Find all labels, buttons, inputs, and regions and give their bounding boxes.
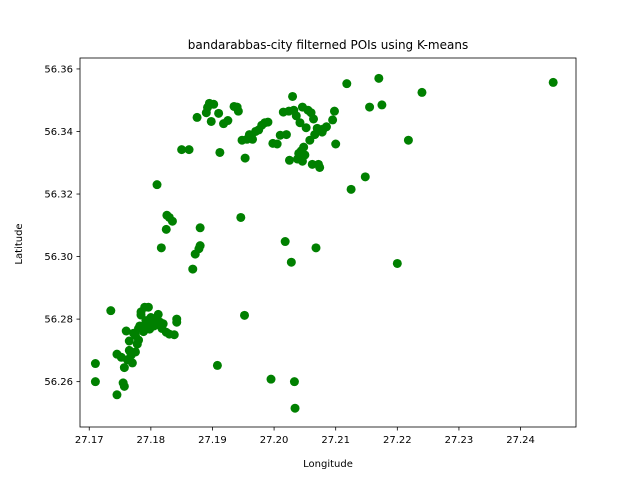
data-point [290, 403, 300, 413]
data-point [90, 359, 100, 369]
data-point [152, 180, 162, 190]
data-point [184, 145, 194, 155]
y-axis-label: Latitude [14, 223, 25, 264]
x-tick-label: 27.19 [198, 435, 227, 446]
data-point [377, 100, 387, 110]
data-point [209, 99, 219, 109]
data-point [342, 79, 352, 89]
data-point [167, 216, 177, 226]
data-point [223, 116, 233, 126]
data-point [236, 212, 246, 222]
data-point [119, 381, 129, 391]
data-point [124, 336, 134, 346]
chart-title: bandarabbas-city filterned POIs using K-… [188, 38, 468, 52]
data-point [177, 145, 187, 155]
x-tick-label: 27.23 [445, 435, 474, 446]
data-point [156, 243, 166, 253]
x-axis-label: Longitude [303, 459, 353, 470]
data-point [309, 114, 319, 124]
x-tick-label: 27.17 [75, 435, 104, 446]
data-point [130, 347, 140, 357]
data-point [195, 241, 205, 251]
x-tick-label: 27.24 [506, 435, 535, 446]
x-tick-label: 27.18 [137, 435, 166, 446]
data-point [172, 314, 182, 324]
data-point [248, 134, 258, 144]
data-point [127, 358, 137, 368]
data-point [263, 117, 273, 127]
data-point [286, 257, 296, 267]
plot-area [79, 57, 577, 428]
data-point [106, 306, 116, 316]
data-point [169, 330, 179, 340]
data-point [195, 223, 205, 233]
data-point [288, 91, 298, 101]
y-tick-label: 56.32 [44, 190, 73, 201]
data-point [240, 310, 250, 320]
x-tick-label: 27.22 [383, 435, 412, 446]
data-point [289, 377, 299, 387]
data-point [192, 112, 202, 122]
data-point [284, 155, 294, 165]
data-point [300, 150, 310, 160]
data-point [328, 115, 338, 125]
data-point [233, 106, 243, 116]
data-point [299, 142, 309, 152]
y-tick-label: 56.30 [44, 252, 73, 263]
data-point [417, 87, 427, 97]
data-point [266, 374, 276, 384]
data-point [90, 377, 100, 387]
x-tick-label: 27.20 [260, 435, 289, 446]
data-point [143, 302, 153, 312]
data-point [240, 153, 250, 163]
data-point [206, 116, 216, 126]
data-point [280, 237, 290, 247]
data-point [214, 108, 224, 118]
data-point [215, 147, 225, 157]
data-point [321, 122, 331, 132]
data-point [311, 243, 321, 253]
data-point [112, 390, 122, 400]
x-axis: 27.17 27.18 27.19 27.20 27.21 27.22 27.23 27.24 [75, 427, 535, 446]
data-point [134, 335, 144, 345]
data-point [307, 159, 317, 169]
data-point [121, 326, 131, 336]
y-tick-label: 56.28 [44, 315, 73, 326]
plot-frame [79, 57, 577, 428]
data-point [346, 184, 356, 194]
data-point [212, 360, 222, 370]
y-tick-label: 56.36 [44, 64, 73, 75]
data-point [360, 172, 370, 182]
data-point [403, 135, 413, 145]
data-point [331, 139, 341, 149]
data-point [188, 264, 198, 274]
data-point [291, 111, 301, 121]
x-tick-label: 27.21 [321, 435, 350, 446]
data-point [119, 363, 129, 373]
data-point [365, 102, 375, 112]
y-tick-label: 56.34 [44, 127, 73, 138]
data-point [315, 162, 325, 172]
data-point [301, 123, 311, 133]
data-point [153, 309, 163, 319]
data-point [548, 77, 558, 87]
data-point [272, 139, 282, 149]
data-point [392, 258, 402, 268]
y-tick-label: 56.26 [44, 377, 73, 388]
data-point [295, 118, 305, 128]
data-point [329, 106, 339, 116]
data-point [281, 130, 291, 140]
data-point [158, 319, 168, 329]
y-axis: 56.26 56.28 56.30 56.32 56.34 56.36 [44, 64, 80, 388]
data-point [161, 224, 171, 234]
data-point [374, 73, 384, 83]
